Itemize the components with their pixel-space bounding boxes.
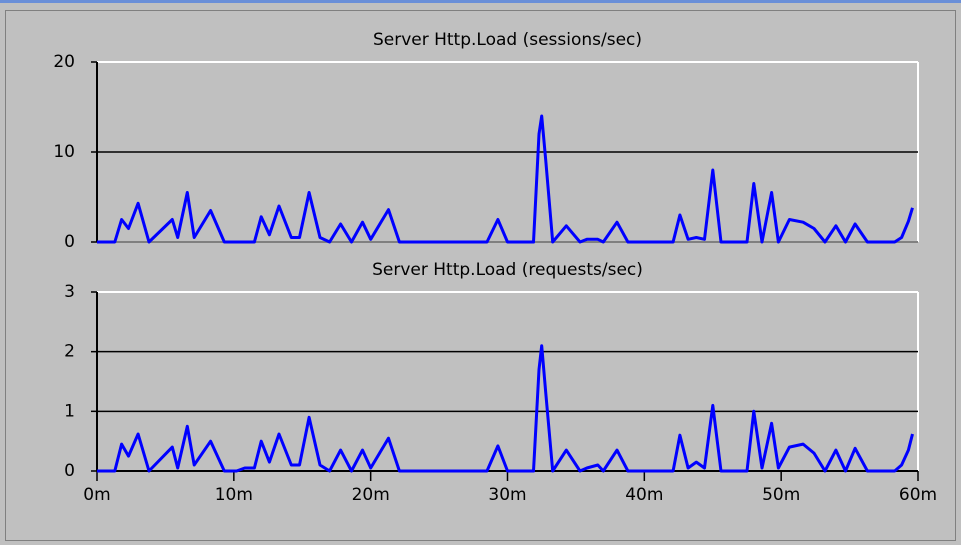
chart-title: Server Http.Load (sessions/sec) xyxy=(373,30,642,50)
y-tick-label: 3 xyxy=(64,282,75,302)
x-tick-label: 60m xyxy=(899,485,937,505)
y-tick-label: 20 xyxy=(53,52,75,72)
x-tick-label: 50m xyxy=(762,485,800,505)
x-tick-label: 40m xyxy=(625,485,663,505)
y-tick-label: 10 xyxy=(53,142,75,162)
panel-border xyxy=(5,10,956,541)
data-line xyxy=(97,114,914,244)
window-edge xyxy=(0,0,961,3)
y-tick-label: 0 xyxy=(64,232,75,252)
x-tick-label: 30m xyxy=(488,485,526,505)
y-tick-label: 1 xyxy=(64,401,75,421)
y-tick-label: 2 xyxy=(64,342,75,362)
x-tick-label: 0m xyxy=(83,485,110,505)
x-tick-label: 20m xyxy=(352,485,390,505)
data-line xyxy=(97,344,914,473)
chart-title: Server Http.Load (requests/sec) xyxy=(372,260,643,280)
x-tick-label: 10m xyxy=(215,485,253,505)
y-tick-label: 0 xyxy=(64,461,75,481)
